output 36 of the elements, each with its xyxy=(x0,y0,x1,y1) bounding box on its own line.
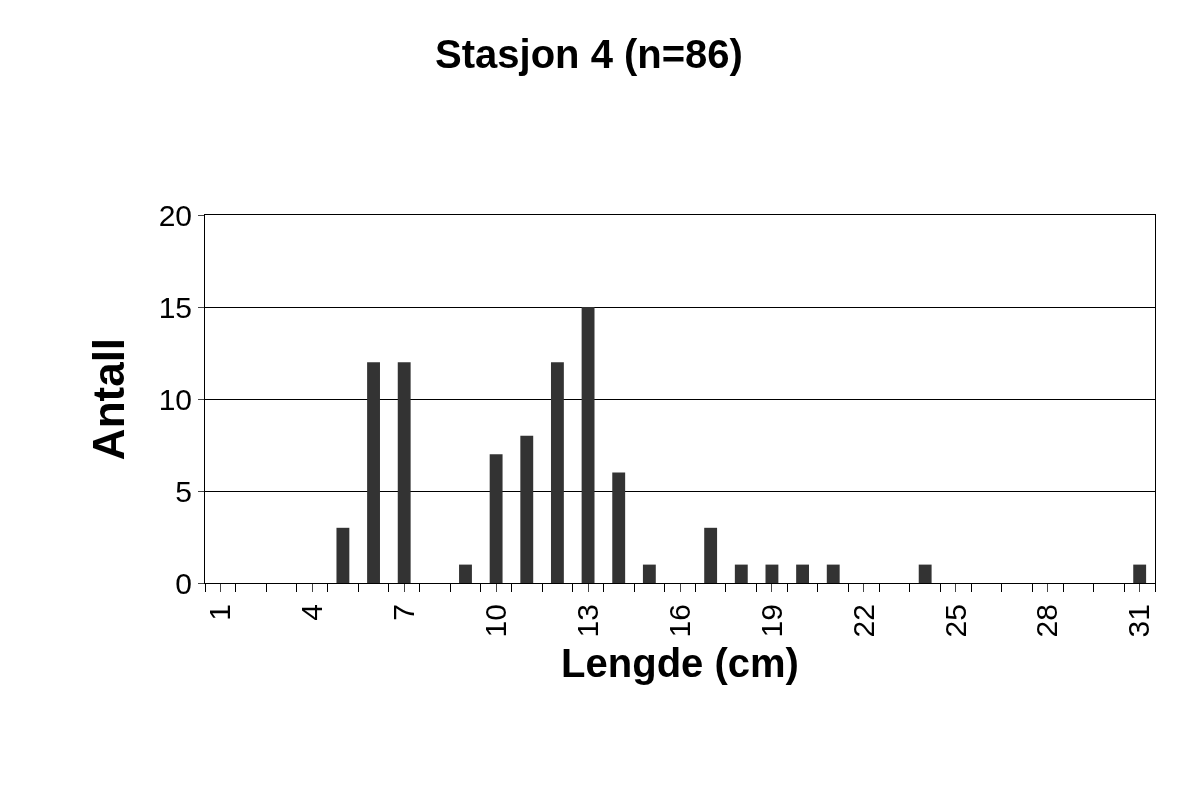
bar xyxy=(796,564,810,583)
y-tick-label: 0 xyxy=(175,566,192,600)
bar xyxy=(397,362,411,583)
x-tick-label: 10 xyxy=(478,604,512,638)
y-tick-label: 10 xyxy=(158,382,192,416)
x-tick-label: 1 xyxy=(203,604,237,621)
x-tick-label: 13 xyxy=(570,604,604,638)
bar xyxy=(826,564,840,583)
bar xyxy=(765,564,779,583)
chart-title: Stasjon 4 (n=86) xyxy=(435,32,743,77)
bar xyxy=(1133,564,1147,583)
bar xyxy=(489,454,503,583)
bar xyxy=(550,362,564,583)
bar xyxy=(918,564,932,583)
y-tick-label: 20 xyxy=(158,198,192,232)
bar xyxy=(336,527,350,583)
x-tick-label: 28 xyxy=(1030,604,1064,638)
x-tick-label: 22 xyxy=(846,604,880,638)
y-tick-label: 15 xyxy=(158,290,192,324)
x-tick-label: 4 xyxy=(295,604,329,621)
bar xyxy=(581,307,595,583)
x-tick-label: 31 xyxy=(1122,604,1156,638)
y-axis-title: Antall xyxy=(83,337,133,461)
bar xyxy=(520,435,534,583)
x-tick-label: 16 xyxy=(662,604,696,638)
x-tick-label: 25 xyxy=(938,604,972,638)
bar xyxy=(642,564,656,583)
x-tick-label: 19 xyxy=(754,604,788,638)
bar xyxy=(459,564,472,583)
bar xyxy=(704,527,718,583)
x-axis-title: Lengde (cm) xyxy=(561,640,799,685)
bar xyxy=(612,472,626,583)
x-tick-label: 7 xyxy=(386,604,420,621)
bar xyxy=(367,362,380,583)
y-tick-label: 5 xyxy=(175,474,192,508)
bar xyxy=(734,564,748,583)
